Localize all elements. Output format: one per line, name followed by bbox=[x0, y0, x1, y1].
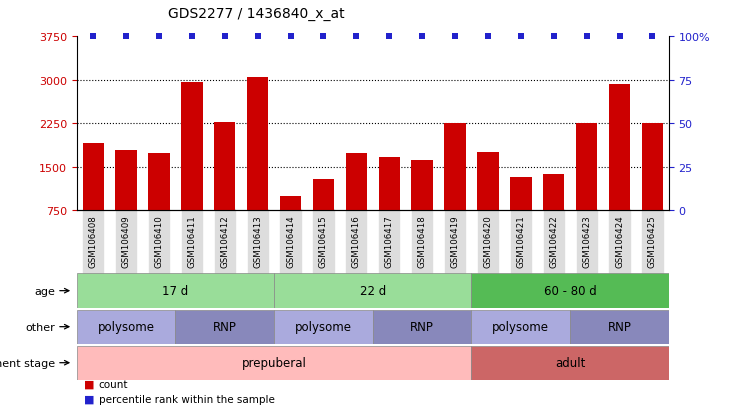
Text: GDS2277 / 1436840_x_at: GDS2277 / 1436840_x_at bbox=[167, 7, 344, 21]
Bar bbox=[543, 174, 564, 254]
Text: 60 - 80 d: 60 - 80 d bbox=[544, 285, 596, 297]
Bar bbox=[77, 310, 175, 344]
Bar bbox=[274, 310, 373, 344]
Text: development stage: development stage bbox=[0, 358, 55, 368]
Bar bbox=[313, 180, 334, 254]
Text: RNP: RNP bbox=[213, 320, 237, 333]
Bar bbox=[444, 123, 466, 254]
Text: adult: adult bbox=[555, 356, 586, 369]
Bar bbox=[77, 274, 274, 308]
Bar bbox=[570, 310, 669, 344]
Bar bbox=[471, 274, 669, 308]
Bar bbox=[609, 85, 630, 254]
Bar bbox=[175, 310, 274, 344]
Text: count: count bbox=[99, 379, 128, 389]
Bar bbox=[642, 123, 663, 254]
Text: other: other bbox=[25, 322, 55, 332]
Bar bbox=[412, 160, 433, 254]
Bar bbox=[148, 154, 170, 254]
Bar bbox=[115, 151, 137, 254]
Bar bbox=[247, 78, 268, 254]
Text: polysome: polysome bbox=[493, 320, 549, 333]
Bar bbox=[373, 310, 471, 344]
Bar bbox=[346, 154, 367, 254]
Bar bbox=[181, 83, 202, 254]
Bar bbox=[576, 124, 597, 254]
Bar bbox=[214, 123, 235, 254]
Bar bbox=[280, 196, 301, 254]
Bar bbox=[77, 346, 471, 380]
Text: RNP: RNP bbox=[410, 320, 434, 333]
Text: ■: ■ bbox=[84, 394, 94, 404]
Text: ■: ■ bbox=[84, 379, 94, 389]
Text: prepuberal: prepuberal bbox=[242, 356, 306, 369]
Text: 22 d: 22 d bbox=[360, 285, 386, 297]
Text: percentile rank within the sample: percentile rank within the sample bbox=[99, 394, 275, 404]
Bar bbox=[471, 346, 669, 380]
Bar bbox=[83, 144, 104, 254]
Bar bbox=[477, 153, 499, 254]
Text: polysome: polysome bbox=[295, 320, 352, 333]
Bar bbox=[274, 274, 471, 308]
Text: polysome: polysome bbox=[98, 320, 154, 333]
Bar bbox=[379, 158, 400, 254]
Text: 17 d: 17 d bbox=[162, 285, 189, 297]
Text: age: age bbox=[34, 286, 55, 296]
Bar bbox=[471, 310, 570, 344]
Text: RNP: RNP bbox=[607, 320, 632, 333]
Bar bbox=[510, 178, 531, 254]
